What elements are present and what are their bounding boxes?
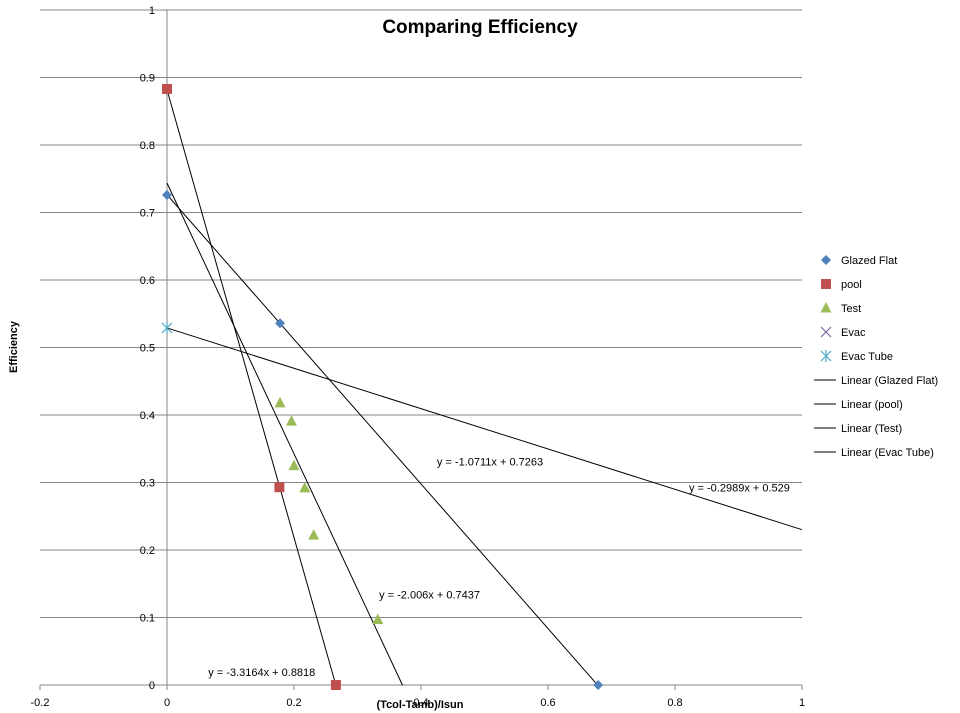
trendline-linear-glazed-flat <box>166 194 599 686</box>
point-glazed-flat <box>593 680 604 690</box>
legend-label-linear-glazed-flat: Linear (Glazed Flat) <box>841 375 938 387</box>
data-points <box>161 83 604 690</box>
point-test <box>285 415 297 426</box>
y-tick-label: 0.1 <box>140 613 155 625</box>
x-tick-label: 0.4 <box>413 697 428 709</box>
gridlines <box>40 9 802 618</box>
legend-label-test: Test <box>841 303 861 315</box>
point-test <box>288 459 300 471</box>
y-tick-label: 0.7 <box>140 208 155 220</box>
y-tick-label: 0.9 <box>140 73 155 85</box>
x-tick-label: 0 <box>164 697 170 709</box>
x-tick-label: 0.2 <box>286 697 301 709</box>
point-glazed-flat <box>275 318 286 329</box>
y-tick-label: 1 <box>149 5 155 17</box>
point-glazed-flat <box>162 189 172 200</box>
y-axis-label: Efficiency <box>8 320 20 373</box>
point-test <box>274 396 286 408</box>
trendlines <box>166 89 803 686</box>
chart-title: Comparing Efficiency <box>382 17 578 38</box>
legend-marker-glazed-flat <box>821 255 831 265</box>
y-tick-label: 0.6 <box>140 275 155 287</box>
legend-marker-evac-tube <box>820 350 832 362</box>
x-tick-label: 0.8 <box>667 697 682 709</box>
legend-label-evac: Evac <box>841 327 866 339</box>
axes <box>39 10 803 690</box>
point-pool <box>162 83 172 94</box>
point-test <box>372 613 384 625</box>
legend-label-linear-pool: Linear (pool) <box>841 399 903 411</box>
x-tick-label: 0.6 <box>540 697 555 709</box>
y-tick-label: 0.5 <box>140 343 155 355</box>
trendline-equation: y = -0.2989x + 0.529 <box>689 482 790 494</box>
trendline-linear-evac-tube <box>166 327 803 531</box>
legend-label-pool: pool <box>841 279 862 291</box>
x-tick-label: 1 <box>799 697 805 709</box>
x-tick-label: -0.2 <box>31 697 50 709</box>
trendline-linear-pool <box>166 89 337 686</box>
point-pool <box>274 482 285 493</box>
y-tick-label: 0.2 <box>140 545 155 557</box>
y-tick-label: 0 <box>149 680 155 692</box>
legend-label-evac-tube: Evac Tube <box>841 351 893 363</box>
y-tick-label: 0.3 <box>140 478 155 490</box>
trendline-linear-test <box>166 182 404 686</box>
legend-marker-pool <box>821 279 831 289</box>
trendline-equations: y = -1.0711x + 0.7263 y = -3.3164x + 0.88… <box>208 457 790 680</box>
legend: Glazed Flat pool Test Evac Evac Tube Linear (… <box>814 255 938 459</box>
trendline-equation: y = -3.3164x + 0.8818 <box>208 667 315 679</box>
y-tick-label: 0.8 <box>140 140 155 152</box>
point-pool <box>330 680 341 690</box>
y-tick-label: 0.4 <box>140 410 155 422</box>
legend-marker-evac <box>820 326 832 338</box>
trendline-equation: y = -2.006x + 0.7437 <box>379 590 480 602</box>
point-test <box>299 481 311 493</box>
legend-label-glazed-flat: Glazed Flat <box>841 255 897 267</box>
tick-labels: 0 0.1 0.2 0.3 0.4 0.5 0.6 0.7 0.8 0.9 1 -0.2 0 0.2 0.4… <box>31 5 806 709</box>
legend-label-linear-evac-tube: Linear (Evac Tube) <box>841 447 934 459</box>
legend-label-linear-test: Linear (Test) <box>841 423 902 435</box>
trendline-equation: y = -1.0711x + 0.7263 <box>437 457 543 469</box>
x-axis-label: (Tcol-Tamb)/Isun <box>377 699 464 711</box>
point-evac-tube <box>161 321 173 334</box>
legend-marker-test <box>820 302 832 313</box>
point-test <box>308 529 320 540</box>
